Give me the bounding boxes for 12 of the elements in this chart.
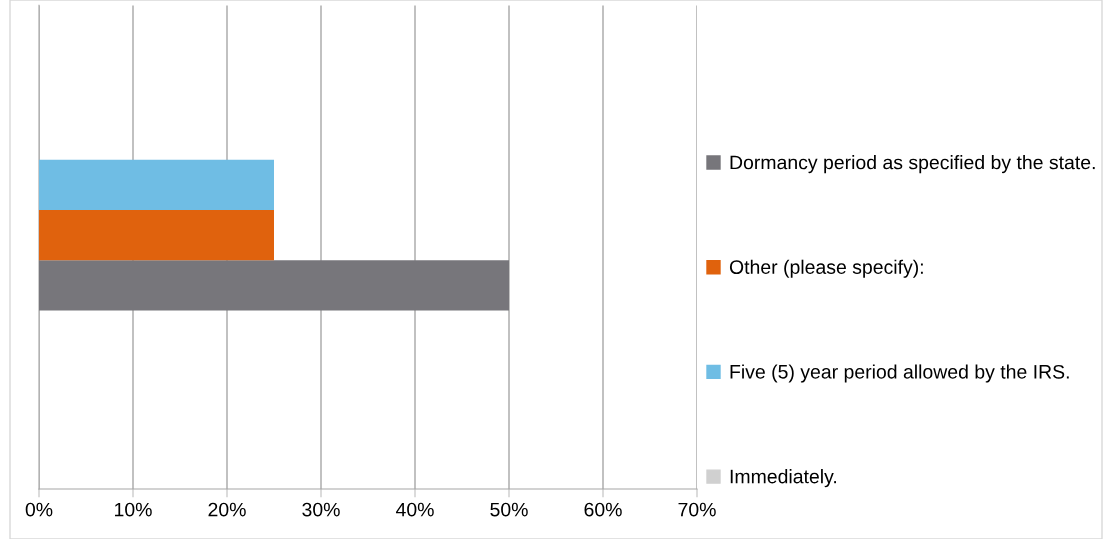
x-tick-label: 20% [208, 502, 246, 517]
legend-label: Other (please specify): [729, 259, 923, 278]
legend-label: Dormancy period as specified by the state. [730, 155, 1095, 174]
x-tick-label: 30% [302, 502, 340, 517]
x-tick-label: 50% [490, 502, 528, 517]
legend-label: Immediately. [730, 469, 837, 488]
x-tick-label: 0% [25, 502, 53, 517]
x-tick-label: 60% [584, 502, 622, 517]
x-tick-label: 10% [115, 502, 152, 517]
legend-label: Five (5) year period allowed by the IRS. [730, 364, 1069, 383]
x-tick-label: 70% [678, 502, 716, 517]
x-tick-label: 40% [395, 502, 434, 517]
